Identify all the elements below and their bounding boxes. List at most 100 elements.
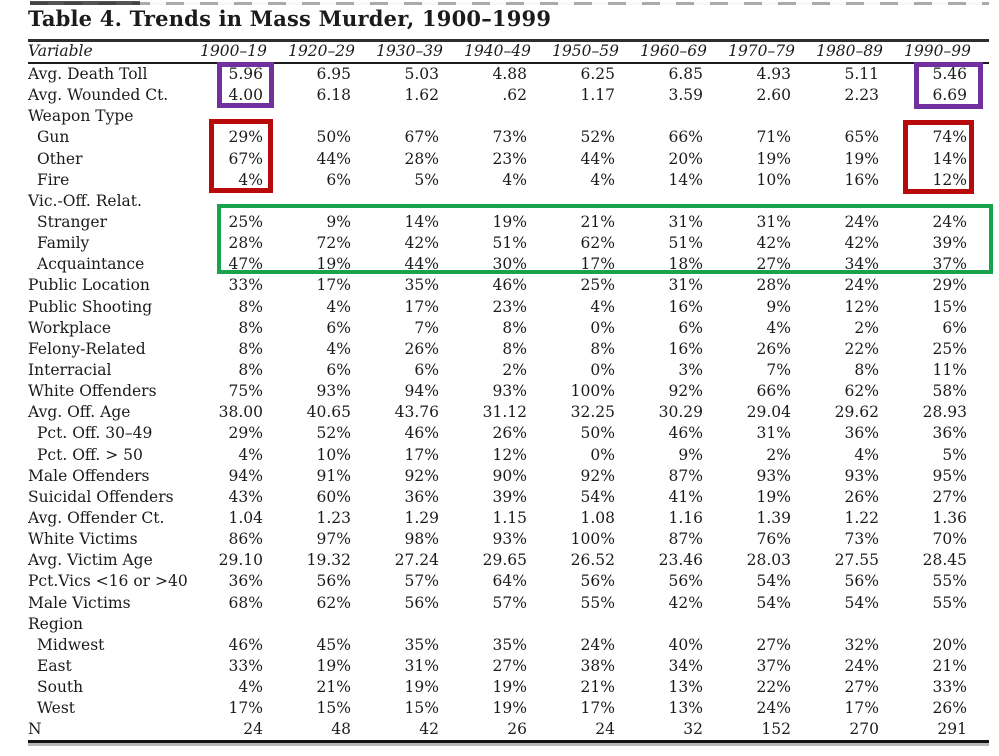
value-cell: 16% — [844, 170, 879, 189]
row-label: Other — [37, 149, 83, 168]
value-cell: 23% — [492, 149, 527, 168]
value-cell: 25% — [580, 276, 615, 295]
row-label: Stranger — [37, 212, 107, 231]
row-label: Felony-Related — [28, 339, 146, 358]
row-label: Avg. Wounded Ct. — [28, 86, 169, 105]
value-cell: 26% — [492, 424, 527, 443]
value-cell: 40.65 — [306, 403, 351, 422]
value-cell: 39% — [492, 487, 527, 506]
value-cell: 19.32 — [306, 551, 351, 570]
value-cell: 41% — [668, 487, 703, 506]
value-cell: 64% — [492, 572, 527, 591]
value-cell: 50% — [316, 128, 351, 147]
value-cell: 37% — [932, 255, 967, 274]
value-cell: 35% — [492, 635, 527, 654]
value-cell: 16% — [668, 339, 703, 358]
value-cell: 24% — [844, 212, 879, 231]
rule-under-title — [28, 39, 989, 42]
value-cell: 38% — [580, 656, 615, 675]
row-label: Acquaintance — [37, 255, 145, 274]
value-cell: 19% — [756, 487, 791, 506]
value-cell: 56% — [580, 572, 615, 591]
value-cell: 3.59 — [668, 86, 703, 105]
value-cell: 6% — [326, 360, 351, 379]
value-cell: 16% — [668, 297, 703, 316]
value-cell: 28% — [228, 234, 263, 253]
value-cell: 60% — [316, 487, 351, 506]
value-cell: 36% — [844, 424, 879, 443]
value-cell: 68% — [228, 593, 263, 612]
value-cell: 18% — [668, 255, 703, 274]
table-row: East 33% 19% 31% 27% 38% 34% 37% 24% 21% — [28, 656, 974, 677]
value-cell: 32% — [844, 635, 879, 654]
value-cell: 4% — [590, 170, 615, 189]
value-cell: 19% — [492, 212, 527, 231]
value-cell: 33% — [932, 678, 967, 697]
row-label: Fire — [37, 170, 70, 189]
value-cell: 14% — [932, 149, 967, 168]
value-cell: 152 — [761, 720, 791, 739]
rule-under-header — [28, 62, 989, 64]
value-cell: 5.46 — [932, 65, 967, 83]
value-cell: 31% — [756, 212, 791, 231]
value-cell: 24% — [932, 212, 967, 231]
table-row: Public Location 33% 17% 35% 46% 25% 31% 28% 24% 2… — [28, 275, 974, 296]
value-cell: 12% — [932, 170, 967, 189]
value-cell: 17% — [404, 445, 439, 464]
value-cell: 30.29 — [658, 403, 703, 422]
value-cell: 27% — [756, 635, 791, 654]
value-cell: 27% — [844, 678, 879, 697]
value-cell: 19% — [756, 149, 791, 168]
value-cell: 4% — [238, 170, 263, 189]
column-header: 1970–79 — [728, 42, 795, 60]
value-cell: 15% — [932, 297, 967, 316]
value-cell: 36% — [932, 424, 967, 443]
value-cell: 74% — [932, 128, 967, 147]
value-cell: 21% — [316, 678, 351, 697]
row-label: Public Shooting — [28, 297, 153, 316]
value-cell: 94% — [404, 382, 439, 401]
value-cell: 66% — [756, 382, 791, 401]
table-row: Stranger 25% 9% 14% 19% 21% 31% 31% 24% 24% — [28, 212, 974, 233]
column-header: 1990–99 — [904, 42, 971, 60]
value-cell: 17% — [844, 699, 879, 718]
value-cell: 67% — [228, 149, 263, 168]
value-cell: 4% — [502, 170, 527, 189]
value-cell: 19% — [316, 255, 351, 274]
row-label: Midwest — [37, 635, 105, 654]
table-row: Felony-Related 8% 4% 26% 8% 8% 16% 26% 22% 25% — [28, 339, 974, 360]
value-cell: 62% — [580, 234, 615, 253]
variable-header: Variable — [28, 42, 93, 60]
value-cell: 4.93 — [756, 65, 791, 83]
table-row: Gun 29% 50% 67% 73% 52% 66% 71% 65% 74% — [28, 127, 974, 148]
value-cell: 44% — [580, 149, 615, 168]
value-cell: 58% — [932, 382, 967, 401]
value-cell: 5.96 — [228, 65, 263, 83]
value-cell: 4% — [854, 445, 879, 464]
value-cell: 8% — [854, 360, 879, 379]
value-cell: 44% — [316, 149, 351, 168]
table-row: Pct.Vics <16 or >40 36% 56% 57% 64% 56% 56% 54%… — [28, 571, 974, 592]
value-cell: 52% — [316, 424, 351, 443]
table-row: Acquaintance 47% 19% 44% 30% 17% 18% 27% 34% 37% — [28, 254, 974, 275]
table-row: Pct. Off. > 50 4% 10% 17% 12% 0% 9% 2% 4% 5% — [28, 445, 974, 466]
value-cell: 31% — [756, 424, 791, 443]
value-cell: 65% — [844, 128, 879, 147]
value-cell: 4% — [326, 339, 351, 358]
value-cell: 17% — [228, 699, 263, 718]
value-cell: 52% — [580, 128, 615, 147]
value-cell: 54% — [580, 487, 615, 506]
value-cell: 22% — [756, 678, 791, 697]
value-cell: 4% — [326, 297, 351, 316]
value-cell: 8% — [238, 360, 263, 379]
value-cell: 35% — [404, 635, 439, 654]
value-cell: 29.04 — [746, 403, 791, 422]
value-cell: 7% — [766, 360, 791, 379]
value-cell: 90% — [492, 466, 527, 485]
value-cell: 36% — [404, 487, 439, 506]
value-cell: 19% — [844, 149, 879, 168]
value-cell: 38.00 — [218, 403, 263, 422]
value-cell: 25% — [228, 212, 263, 231]
value-cell: 87% — [668, 466, 703, 485]
row-label: Avg. Off. Age — [28, 403, 131, 422]
